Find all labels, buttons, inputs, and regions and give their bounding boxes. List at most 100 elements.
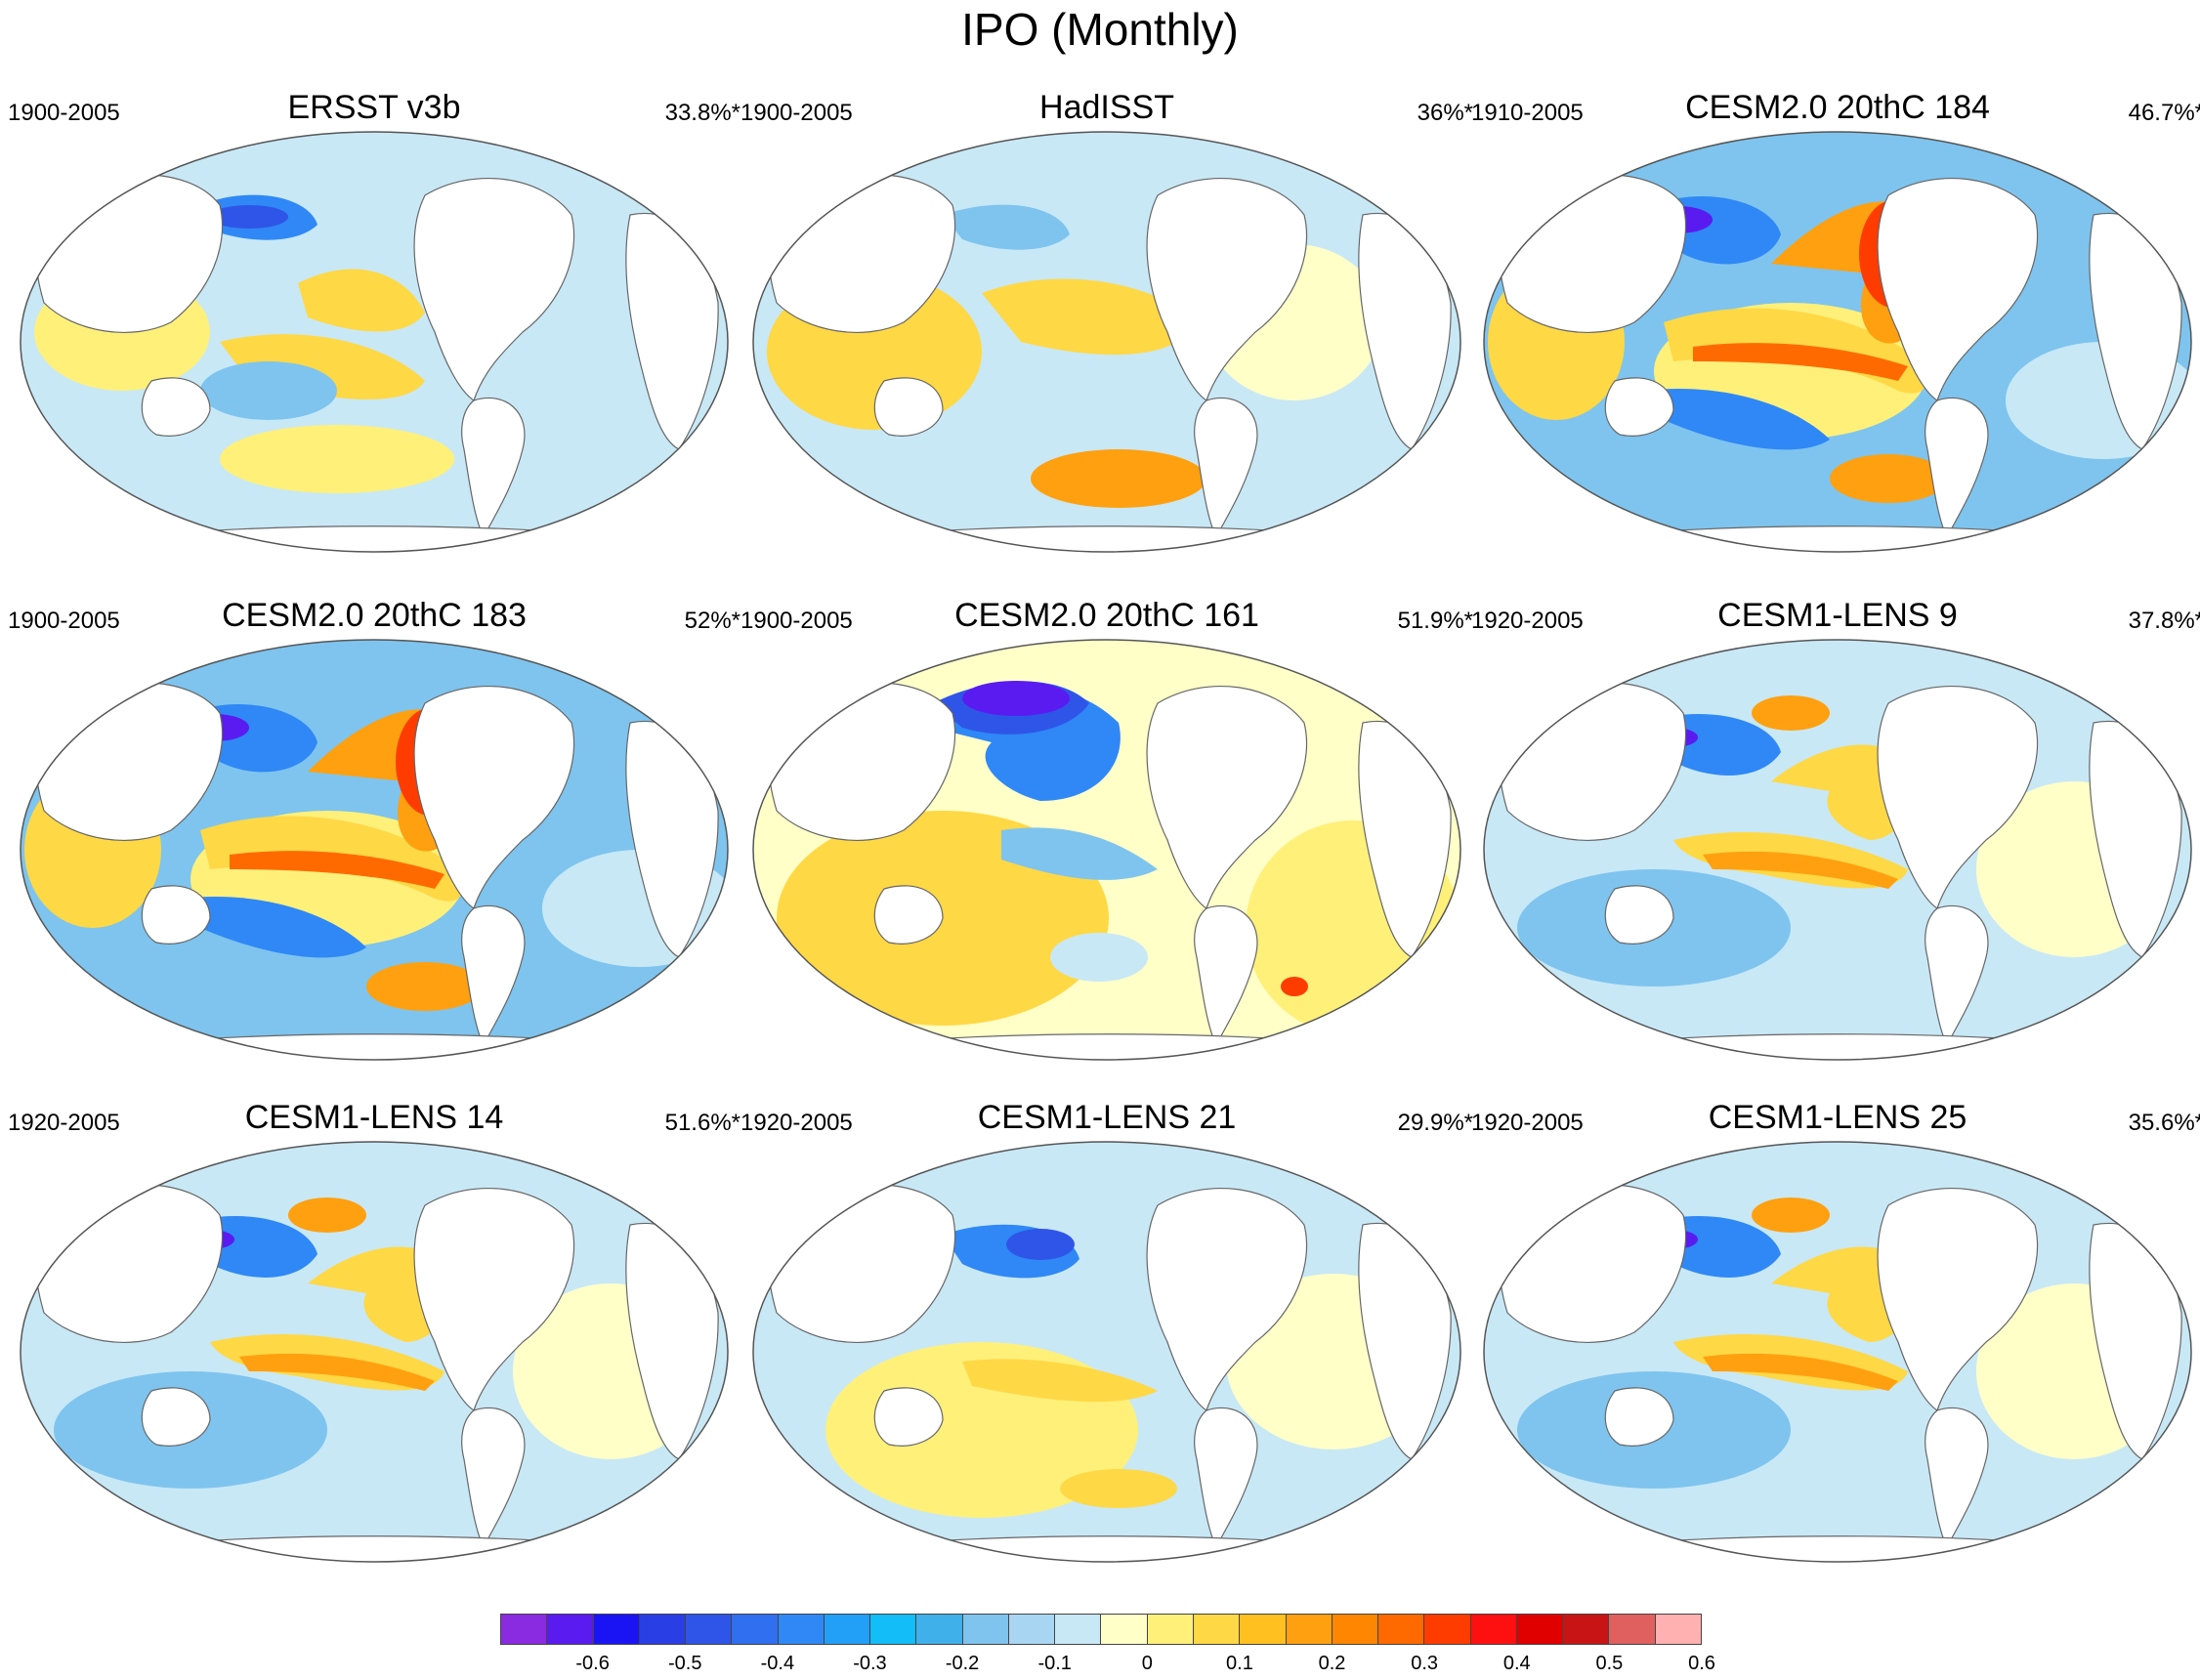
landmass-antarctica <box>863 525 1355 552</box>
colorbar-segment <box>824 1615 871 1644</box>
panel-title: CESM1-LENS 25 <box>1708 1099 1967 1136</box>
map-panel: ERSST v3b 1900-2005 33.8%* <box>8 86 740 565</box>
map-border <box>752 639 1461 1061</box>
colorbar-tick-label: -0.3 <box>853 1653 887 1674</box>
panel-period: 1900-2005 <box>8 100 120 126</box>
landmass-antarctica <box>1593 525 2086 552</box>
panel-variance-explained: 37.8%* <box>2128 608 2200 634</box>
colorbar-tick-label: 0 <box>1141 1653 1153 1674</box>
panel-period: 1920-2005 <box>1471 608 1584 634</box>
sst-anomaly-field <box>21 640 728 1060</box>
map-border <box>20 1141 729 1563</box>
panel-title: CESM2.0 20thC 183 <box>222 597 527 634</box>
colorbar-segment <box>1286 1615 1333 1644</box>
colorbar-segment <box>593 1615 640 1644</box>
anomaly-contour <box>220 425 454 493</box>
panel-period: 1910-2005 <box>1471 100 1584 126</box>
map-border <box>752 1141 1461 1563</box>
landmass-north-america <box>1146 178 1308 401</box>
anomaly-contour <box>962 681 1070 716</box>
panel-title: CESM1-LENS 21 <box>977 1099 1237 1136</box>
sst-regression-map <box>1483 639 2192 1061</box>
landmass-north-america <box>413 178 575 401</box>
anomaly-contour <box>1703 1353 1898 1391</box>
map-panel: HadISST 1900-2005 36%* <box>740 86 1473 565</box>
figure-title: IPO (Monthly) <box>961 4 1239 55</box>
colorbar-segment <box>778 1615 825 1644</box>
colorbar-tick-label: -0.2 <box>945 1653 980 1674</box>
sst-regression-map <box>752 639 1461 1061</box>
colorbar-tick-label: -0.5 <box>667 1653 702 1674</box>
anomaly-contour <box>1006 1229 1075 1260</box>
sst-regression-map <box>20 639 729 1061</box>
colorbar-segment <box>1332 1615 1379 1644</box>
anomaly-contour <box>298 269 425 332</box>
anomaly-contour <box>1771 1246 1911 1342</box>
landmass-north-america <box>413 686 575 909</box>
landmass-australia <box>141 377 211 437</box>
map-panel: CESM1-LENS 9 1920-2005 37.8%* <box>1471 594 2200 1072</box>
panel-title: CESM1-LENS 9 <box>1717 597 1958 634</box>
landmass-north-america <box>413 1188 575 1411</box>
landmass-antarctica <box>863 1033 1355 1060</box>
anomaly-contour <box>366 962 484 1011</box>
anomaly-contour <box>1752 1197 1830 1233</box>
anomaly-contour <box>962 1359 1158 1403</box>
colorbar-segment <box>501 1615 548 1644</box>
anomaly-contour <box>230 851 444 889</box>
landmass-australia <box>141 1387 211 1447</box>
panel-title: CESM1-LENS 14 <box>244 1099 504 1136</box>
landmass-north-america <box>1146 1188 1308 1411</box>
anomaly-contour <box>308 1246 447 1342</box>
map-border <box>1483 131 2192 553</box>
map-border <box>1483 639 2192 1061</box>
map-panel: CESM1-LENS 14 1920-2005 51.6%* <box>8 1096 740 1575</box>
anomaly-contour <box>1693 343 1908 381</box>
colorbar-segment <box>639 1615 687 1644</box>
anomaly-contour <box>288 1197 366 1233</box>
panel-title: HadISST <box>1039 89 1174 126</box>
panel-period: 1920-2005 <box>8 1110 120 1136</box>
colorbar-segment <box>1101 1615 1148 1644</box>
sst-regression-map <box>752 1141 1461 1563</box>
anomaly-contour <box>210 205 288 229</box>
colorbar-segment <box>1609 1615 1656 1644</box>
colorbar-tick-label: 0.3 <box>1411 1653 1439 1674</box>
panel-period: 1920-2005 <box>740 1110 853 1136</box>
landmass-antarctica <box>1593 1033 2086 1060</box>
colorbar-tick-label: 0.4 <box>1502 1653 1531 1674</box>
landmass-australia <box>873 377 944 437</box>
anomaly-contour <box>982 278 1197 356</box>
colorbar-tick-label: -0.1 <box>1037 1653 1072 1674</box>
anomaly-contour <box>1281 977 1308 996</box>
landmass-north-america <box>1877 178 2039 401</box>
sst-regression-map <box>1483 131 2192 553</box>
colorbar-ticks: -0.6 -0.5 -0.4 -0.3 -0.2 -0.1 0 0.1 0.2 0.3 0.4 0.5… <box>500 1653 1715 1678</box>
anomaly-contour <box>1031 449 1206 508</box>
sst-anomaly-field <box>1484 640 2191 1060</box>
landmass-antarctica <box>130 1535 622 1562</box>
colorbar-tick-label: -0.6 <box>575 1653 610 1674</box>
map-panel: CESM2.0 20thC 183 1900-2005 52%* <box>8 594 740 1072</box>
anomaly-contour <box>181 897 366 958</box>
landmass-antarctica <box>863 1535 1355 1562</box>
map-border <box>20 639 729 1061</box>
panel-variance-explained: 51.9%* <box>1397 608 1473 634</box>
sst-anomaly-field <box>753 1142 1460 1562</box>
colorbar-tick-label: 0.2 <box>1318 1653 1346 1674</box>
colorbar-tick-label: 0.6 <box>1688 1653 1715 1674</box>
landmass-australia <box>873 885 944 945</box>
colorbar-tick-label: -0.4 <box>760 1653 795 1674</box>
anomaly-contour <box>1771 744 1911 840</box>
colorbar-segment <box>1240 1615 1287 1644</box>
panel-variance-explained: 51.6%* <box>664 1110 740 1136</box>
colorbar-segment <box>1424 1615 1471 1644</box>
colorbar-segment <box>916 1615 963 1644</box>
sst-regression-map <box>752 131 1461 553</box>
map-panel: CESM2.0 20thC 161 1900-2005 51.9%* <box>740 594 1473 1072</box>
panel-period: 1920-2005 <box>1471 1110 1584 1136</box>
sst-anomaly-field <box>753 132 1460 552</box>
map-border <box>752 131 1461 553</box>
panel-variance-explained: 35.6%* <box>2128 1110 2200 1136</box>
panel-variance-explained: 36%* <box>1417 100 1473 126</box>
